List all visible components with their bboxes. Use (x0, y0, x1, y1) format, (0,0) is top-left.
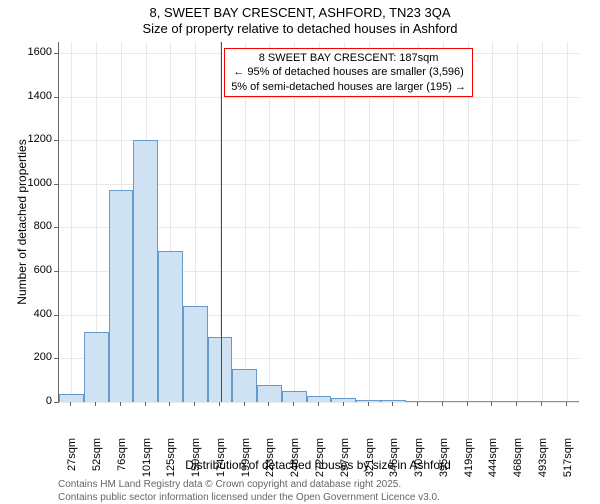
xtick-mark (541, 402, 542, 406)
ytick-mark (54, 315, 58, 316)
xtick-mark (442, 402, 443, 406)
ytick-label: 200 (18, 351, 52, 363)
gridline-h (59, 402, 579, 403)
annotation-line: 5% of semi-detached houses are larger (1… (231, 80, 466, 94)
ytick-mark (54, 53, 58, 54)
chart-container: 8, SWEET BAY CRESCENT, ASHFORD, TN23 3QA… (0, 0, 600, 500)
histogram-bar (282, 391, 307, 402)
ytick-mark (54, 184, 58, 185)
xtick-label: 199sqm (240, 438, 252, 488)
histogram-bar (232, 369, 257, 402)
ytick-label: 400 (18, 308, 52, 320)
xtick-label: 248sqm (289, 438, 301, 488)
histogram-bar (257, 385, 282, 402)
xtick-mark (368, 402, 369, 406)
xtick-mark (417, 402, 418, 406)
ytick-mark (54, 140, 58, 141)
gridline-v (567, 42, 568, 402)
xtick-label: 468sqm (512, 438, 524, 488)
xtick-mark (318, 402, 319, 406)
histogram-bar (455, 401, 480, 402)
histogram-bar (208, 337, 233, 402)
xtick-mark (566, 402, 567, 406)
xtick-label: 370sqm (413, 438, 425, 488)
xtick-label: 223sqm (264, 438, 276, 488)
ytick-mark (54, 271, 58, 272)
ytick-mark (54, 97, 58, 98)
histogram-bar (331, 398, 356, 402)
histogram-bar (59, 394, 84, 402)
histogram-bar (84, 332, 109, 402)
ytick-label: 1400 (18, 90, 52, 102)
xtick-mark (516, 402, 517, 406)
annotation-box: 8 SWEET BAY CRESCENT: 187sqm← 95% of det… (224, 48, 473, 97)
xtick-label: 419sqm (463, 438, 475, 488)
chart-title-line2: Size of property relative to detached ho… (0, 21, 600, 36)
annotation-line: ← 95% of detached houses are smaller (3,… (231, 65, 466, 79)
histogram-bar (430, 401, 455, 402)
xtick-mark (392, 402, 393, 406)
ytick-label: 1000 (18, 177, 52, 189)
xtick-label: 76sqm (116, 438, 128, 488)
xtick-mark (95, 402, 96, 406)
histogram-bar (554, 401, 579, 402)
xtick-label: 150sqm (190, 438, 202, 488)
ytick-label: 1600 (18, 46, 52, 58)
xtick-label: 493sqm (537, 438, 549, 488)
xtick-mark (491, 402, 492, 406)
histogram-bar (109, 190, 134, 402)
xtick-mark (169, 402, 170, 406)
gridline-v (517, 42, 518, 402)
chart-title-line1: 8, SWEET BAY CRESCENT, ASHFORD, TN23 3QA (0, 5, 600, 20)
ytick-label: 600 (18, 264, 52, 276)
xtick-label: 297sqm (339, 438, 351, 488)
histogram-bar (529, 401, 554, 402)
gridline-v (71, 42, 72, 402)
annotation-line: 8 SWEET BAY CRESCENT: 187sqm (231, 51, 466, 65)
ytick-mark (54, 402, 58, 403)
xtick-mark (268, 402, 269, 406)
xtick-mark (70, 402, 71, 406)
xtick-label: 125sqm (165, 438, 177, 488)
histogram-bar (183, 306, 208, 402)
gridline-v (542, 42, 543, 402)
xtick-label: 346sqm (388, 438, 400, 488)
xtick-label: 52sqm (91, 438, 103, 488)
ytick-mark (54, 227, 58, 228)
xtick-mark (145, 402, 146, 406)
xtick-mark (293, 402, 294, 406)
xtick-label: 395sqm (438, 438, 450, 488)
xtick-mark (343, 402, 344, 406)
xtick-mark (194, 402, 195, 406)
ytick-label: 0 (18, 395, 52, 407)
xtick-label: 444sqm (487, 438, 499, 488)
ytick-mark (54, 358, 58, 359)
histogram-bar (133, 140, 158, 402)
xtick-label: 517sqm (562, 438, 574, 488)
xtick-label: 101sqm (141, 438, 153, 488)
ytick-label: 800 (18, 220, 52, 232)
xtick-mark (219, 402, 220, 406)
xtick-label: 27sqm (66, 438, 78, 488)
ytick-label: 1200 (18, 133, 52, 145)
gridline-v (492, 42, 493, 402)
footer-line2: Contains public sector information licen… (58, 491, 440, 504)
xtick-mark (120, 402, 121, 406)
histogram-bar (356, 400, 381, 402)
histogram-bar (158, 251, 183, 402)
xtick-label: 321sqm (364, 438, 376, 488)
xtick-mark (244, 402, 245, 406)
xtick-mark (467, 402, 468, 406)
xtick-label: 174sqm (215, 438, 227, 488)
xtick-label: 272sqm (314, 438, 326, 488)
reference-line (221, 42, 222, 402)
